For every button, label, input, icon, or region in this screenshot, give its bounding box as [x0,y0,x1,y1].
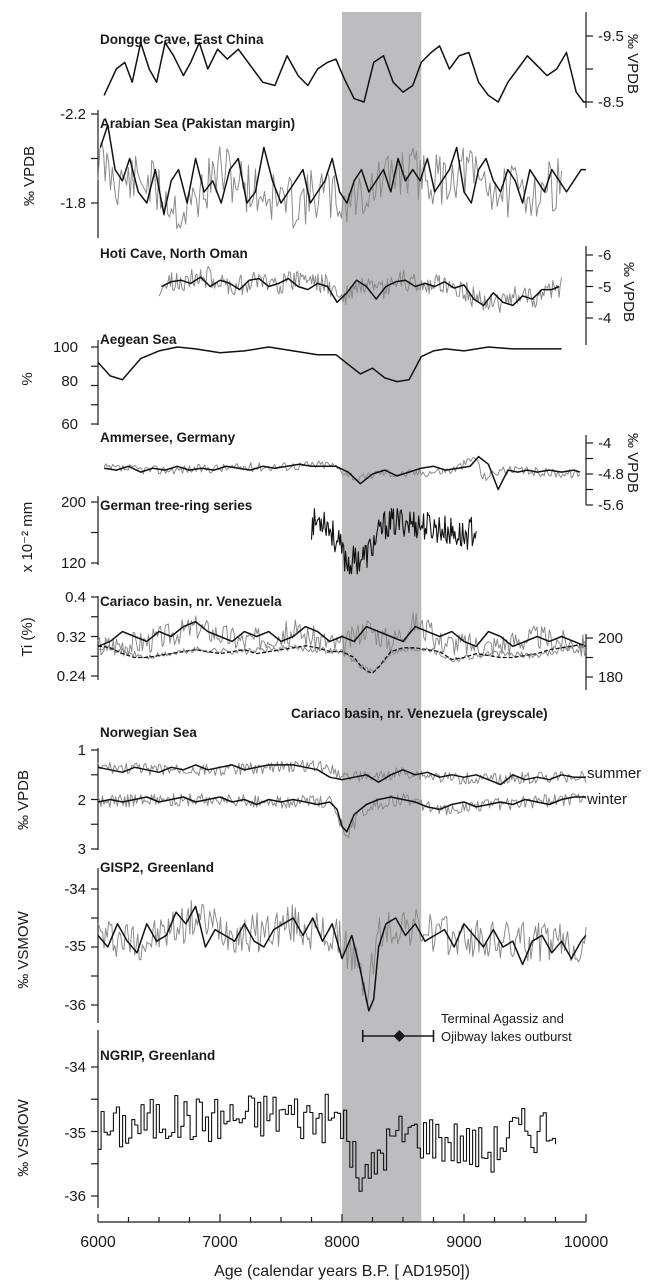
y-axis-label: ‰ VSMOW [15,910,32,988]
y-tick-label: 180 [598,669,623,686]
y-tick-label: 3 [78,841,86,858]
y-tick-label: 60 [61,416,78,433]
panel-title: GISP2, Greenland [100,860,214,875]
panel-title: Cariaco basin, nr. Venezuela [100,594,282,609]
panel-6: 200 120 German tree-ring series x 10⁻² mm [19,494,477,575]
y-tick-label: -4 [598,435,611,452]
series-line-smooth [103,455,581,491]
y-tick-label: -1.8 [60,195,86,212]
x-tick-label: 7000 [202,1234,238,1251]
y-axis-label: % [19,372,36,385]
series-line-smooth [99,124,586,215]
series-line-smooth [161,276,560,307]
y-axis-label: ‰ VPDB [624,34,641,94]
series-line-smooth [97,764,586,786]
series-line-smooth [97,796,586,833]
x-tick-label: 6000 [80,1234,116,1251]
y-axis-label: ‰ VPDB [15,770,32,830]
y-tick-label: -34 [64,881,86,898]
y-tick-label: -36 [64,997,86,1014]
series-line-raw [97,141,563,230]
y-tick-label: 0.32 [57,629,86,646]
series-line-raw [103,457,581,483]
panel-title: Arabian Sea (Pakistan margin) [100,116,295,131]
panel-title: Cariaco basin, nr. Venezuela (greyscale) [291,706,548,721]
series-line-raw [97,641,587,673]
y-tick-label: 80 [61,373,78,390]
series-line-smooth [97,620,587,648]
series-line-raw [158,265,563,313]
x-tick-label: 8000 [324,1234,360,1251]
panel-1: -9.5 -8.5 Dongge Cave, East China ‰ VPDB [100,12,641,111]
y-tick-label: 2 [78,792,86,809]
y-tick-label: 100 [53,339,78,356]
panel-title: Ammersee, Germany [100,430,236,445]
y-tick-label: -5 [598,279,611,296]
y-tick-label: 0.4 [65,589,86,606]
panel-title: Dongge Cave, East China [100,32,264,47]
y-axis-label: x 10⁻² mm [19,502,36,572]
y-tick-label: -2.2 [60,106,86,123]
y-tick-label: -4.8 [598,466,624,483]
y-tick-label: 200 [598,630,623,647]
panel-9: 1 2 3 Norwegian Sea ‰ VPDB summer winter [15,725,641,858]
panel-7: 0.4 0.32 0.24 Cariaco basin, nr. Venezuela T… [19,589,587,685]
series-line-smooth [103,41,586,103]
x-axis-label: Age (calendar years B.P. [ AD1950]) [214,1263,470,1280]
outburst-diamond-marker [393,1030,406,1042]
y-tick-label: 200 [61,494,86,511]
highlight-band [342,12,422,1222]
annotation-text-line-1: Terminal Agassiz and [441,1011,564,1026]
panel-title: Norwegian Sea [100,725,197,740]
panel-title: Hoti Cave, North Oman [100,246,248,261]
panel-8: 200 180 Cariaco basin, nr. Venezuela (grey… [97,630,623,721]
y-tick-label: -34 [64,1059,86,1076]
series-line-smooth [97,905,587,1012]
panel-11: -34 -35 -36 NGRIP, Greenland ‰ VSMOW [15,1030,557,1208]
series-line-step [98,1093,557,1192]
panel-title: NGRIP, Greenland [100,1048,215,1063]
y-tick-label: 120 [61,555,86,572]
y-tick-label: -35 [64,1125,86,1142]
y-tick-label: -5.6 [598,497,624,514]
y-tick-label: 1 [78,742,86,759]
series-line-smooth [97,346,562,383]
y-tick-label: -4 [598,310,611,327]
y-axis-label: ‰ VPDB [620,262,637,322]
y-axis-label: Ti (%) [19,617,36,656]
y-axis-label: ‰ VSMOW [15,1098,32,1176]
y-tick-label: -9.5 [598,28,624,45]
panel-5: -4 -4.8 -5.6 Ammersee, Germany ‰ VPDB [100,430,641,514]
y-tick-label: 0.24 [57,668,86,685]
series-line-raw_black [310,507,477,575]
series-line-dashed [97,643,587,674]
y-axis-label: ‰ VPDB [21,146,38,206]
y-tick-label: -36 [64,1188,86,1205]
event-annotation: Terminal Agassiz and Ojibway lakes outbu… [361,1011,572,1044]
series-line-raw [97,759,587,786]
y-tick-label: -35 [64,938,86,955]
annotation-text-line-2: Ojibway lakes outburst [441,1029,572,1044]
x-tick-label: 9000 [446,1234,482,1251]
panel-4: 100 80 60 Aegean Sea% [19,332,562,433]
panel-10: -34 -35 -36 GISP2, Greenland ‰ VSMOW [15,860,587,1023]
series-label-summer: summer [587,765,641,782]
x-axis: 6000 7000 8000 9000 10000 [80,1214,608,1251]
y-tick-label: -8.5 [598,94,624,111]
panel-title: Aegean Sea [100,332,177,347]
y-tick-label: -6 [598,247,611,264]
y-axis-label: ‰ VPDB [624,433,641,493]
x-tick-label: 10000 [564,1234,609,1251]
panel-title: German tree-ring series [100,498,252,513]
series-label-winter: winter [586,791,627,808]
panel-2: -2.2 -1.8 Arabian Sea (Pakistan margin) ‰ V… [21,106,586,238]
panel-3: -6 -5 -4 Hoti Cave, North Oman ‰ VPDB [100,246,637,345]
